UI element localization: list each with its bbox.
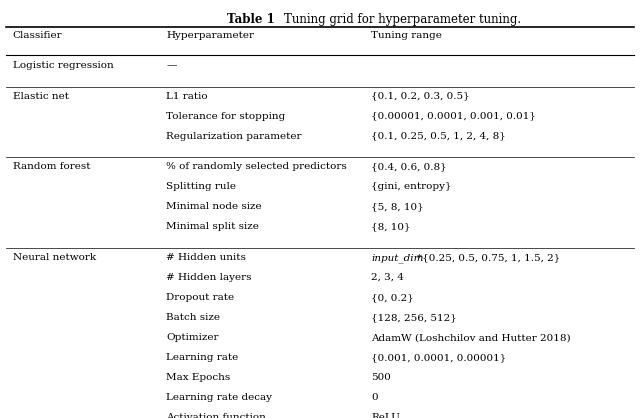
Text: input_dim: input_dim [371, 253, 424, 263]
Text: {5, 8, 10}: {5, 8, 10} [371, 202, 424, 212]
Text: {8, 10}: {8, 10} [371, 222, 411, 232]
Text: Activation function: Activation function [166, 413, 266, 418]
Text: Batch size: Batch size [166, 313, 220, 322]
Text: AdamW (Loshchilov and Hutter 2018): AdamW (Loshchilov and Hutter 2018) [371, 333, 571, 342]
Text: {128, 256, 512}: {128, 256, 512} [371, 313, 457, 322]
Text: *{0.25, 0.5, 0.75, 1, 1.5, 2}: *{0.25, 0.5, 0.75, 1, 1.5, 2} [417, 253, 561, 262]
Text: 0: 0 [371, 393, 378, 403]
Text: Tuning grid for hyperparameter tuning.: Tuning grid for hyperparameter tuning. [269, 13, 521, 26]
Text: {0.00001, 0.0001, 0.001, 0.01}: {0.00001, 0.0001, 0.001, 0.01} [371, 112, 536, 121]
Text: Regularization parameter: Regularization parameter [166, 132, 302, 141]
Text: Minimal split size: Minimal split size [166, 222, 259, 232]
Text: % of randomly selected predictors: % of randomly selected predictors [166, 162, 347, 171]
Text: Learning rate: Learning rate [166, 353, 239, 362]
Text: {0.001, 0.0001, 0.00001}: {0.001, 0.0001, 0.00001} [371, 353, 506, 362]
Text: L1 ratio: L1 ratio [166, 92, 208, 101]
Text: {0.1, 0.2, 0.3, 0.5}: {0.1, 0.2, 0.3, 0.5} [371, 92, 470, 101]
Text: Table 1: Table 1 [227, 13, 275, 26]
Text: Max Epochs: Max Epochs [166, 373, 230, 382]
Text: Classifier: Classifier [13, 31, 63, 40]
Text: # Hidden layers: # Hidden layers [166, 273, 252, 282]
Text: Tolerance for stopping: Tolerance for stopping [166, 112, 285, 121]
Text: Random forest: Random forest [13, 162, 90, 171]
Text: 2, 3, 4: 2, 3, 4 [371, 273, 404, 282]
Text: Minimal node size: Minimal node size [166, 202, 262, 212]
Text: Logistic regression: Logistic regression [13, 61, 113, 70]
Text: Splitting rule: Splitting rule [166, 182, 236, 191]
Text: Dropout rate: Dropout rate [166, 293, 234, 302]
Text: ReLU: ReLU [371, 413, 400, 418]
Text: Elastic net: Elastic net [13, 92, 69, 101]
Text: # Hidden units: # Hidden units [166, 253, 246, 262]
Text: Neural network: Neural network [13, 253, 96, 262]
Text: 500: 500 [371, 373, 391, 382]
Text: {0.4, 0.6, 0.8}: {0.4, 0.6, 0.8} [371, 162, 447, 171]
Text: —: — [166, 61, 177, 70]
Text: {0.1, 0.25, 0.5, 1, 2, 4, 8}: {0.1, 0.25, 0.5, 1, 2, 4, 8} [371, 132, 506, 141]
Text: {0, 0.2}: {0, 0.2} [371, 293, 414, 302]
Text: Tuning range: Tuning range [371, 31, 442, 40]
Text: Learning rate decay: Learning rate decay [166, 393, 273, 403]
Text: {gini, entropy}: {gini, entropy} [371, 182, 452, 191]
Text: Hyperparameter: Hyperparameter [166, 31, 255, 40]
Text: Optimizer: Optimizer [166, 333, 219, 342]
